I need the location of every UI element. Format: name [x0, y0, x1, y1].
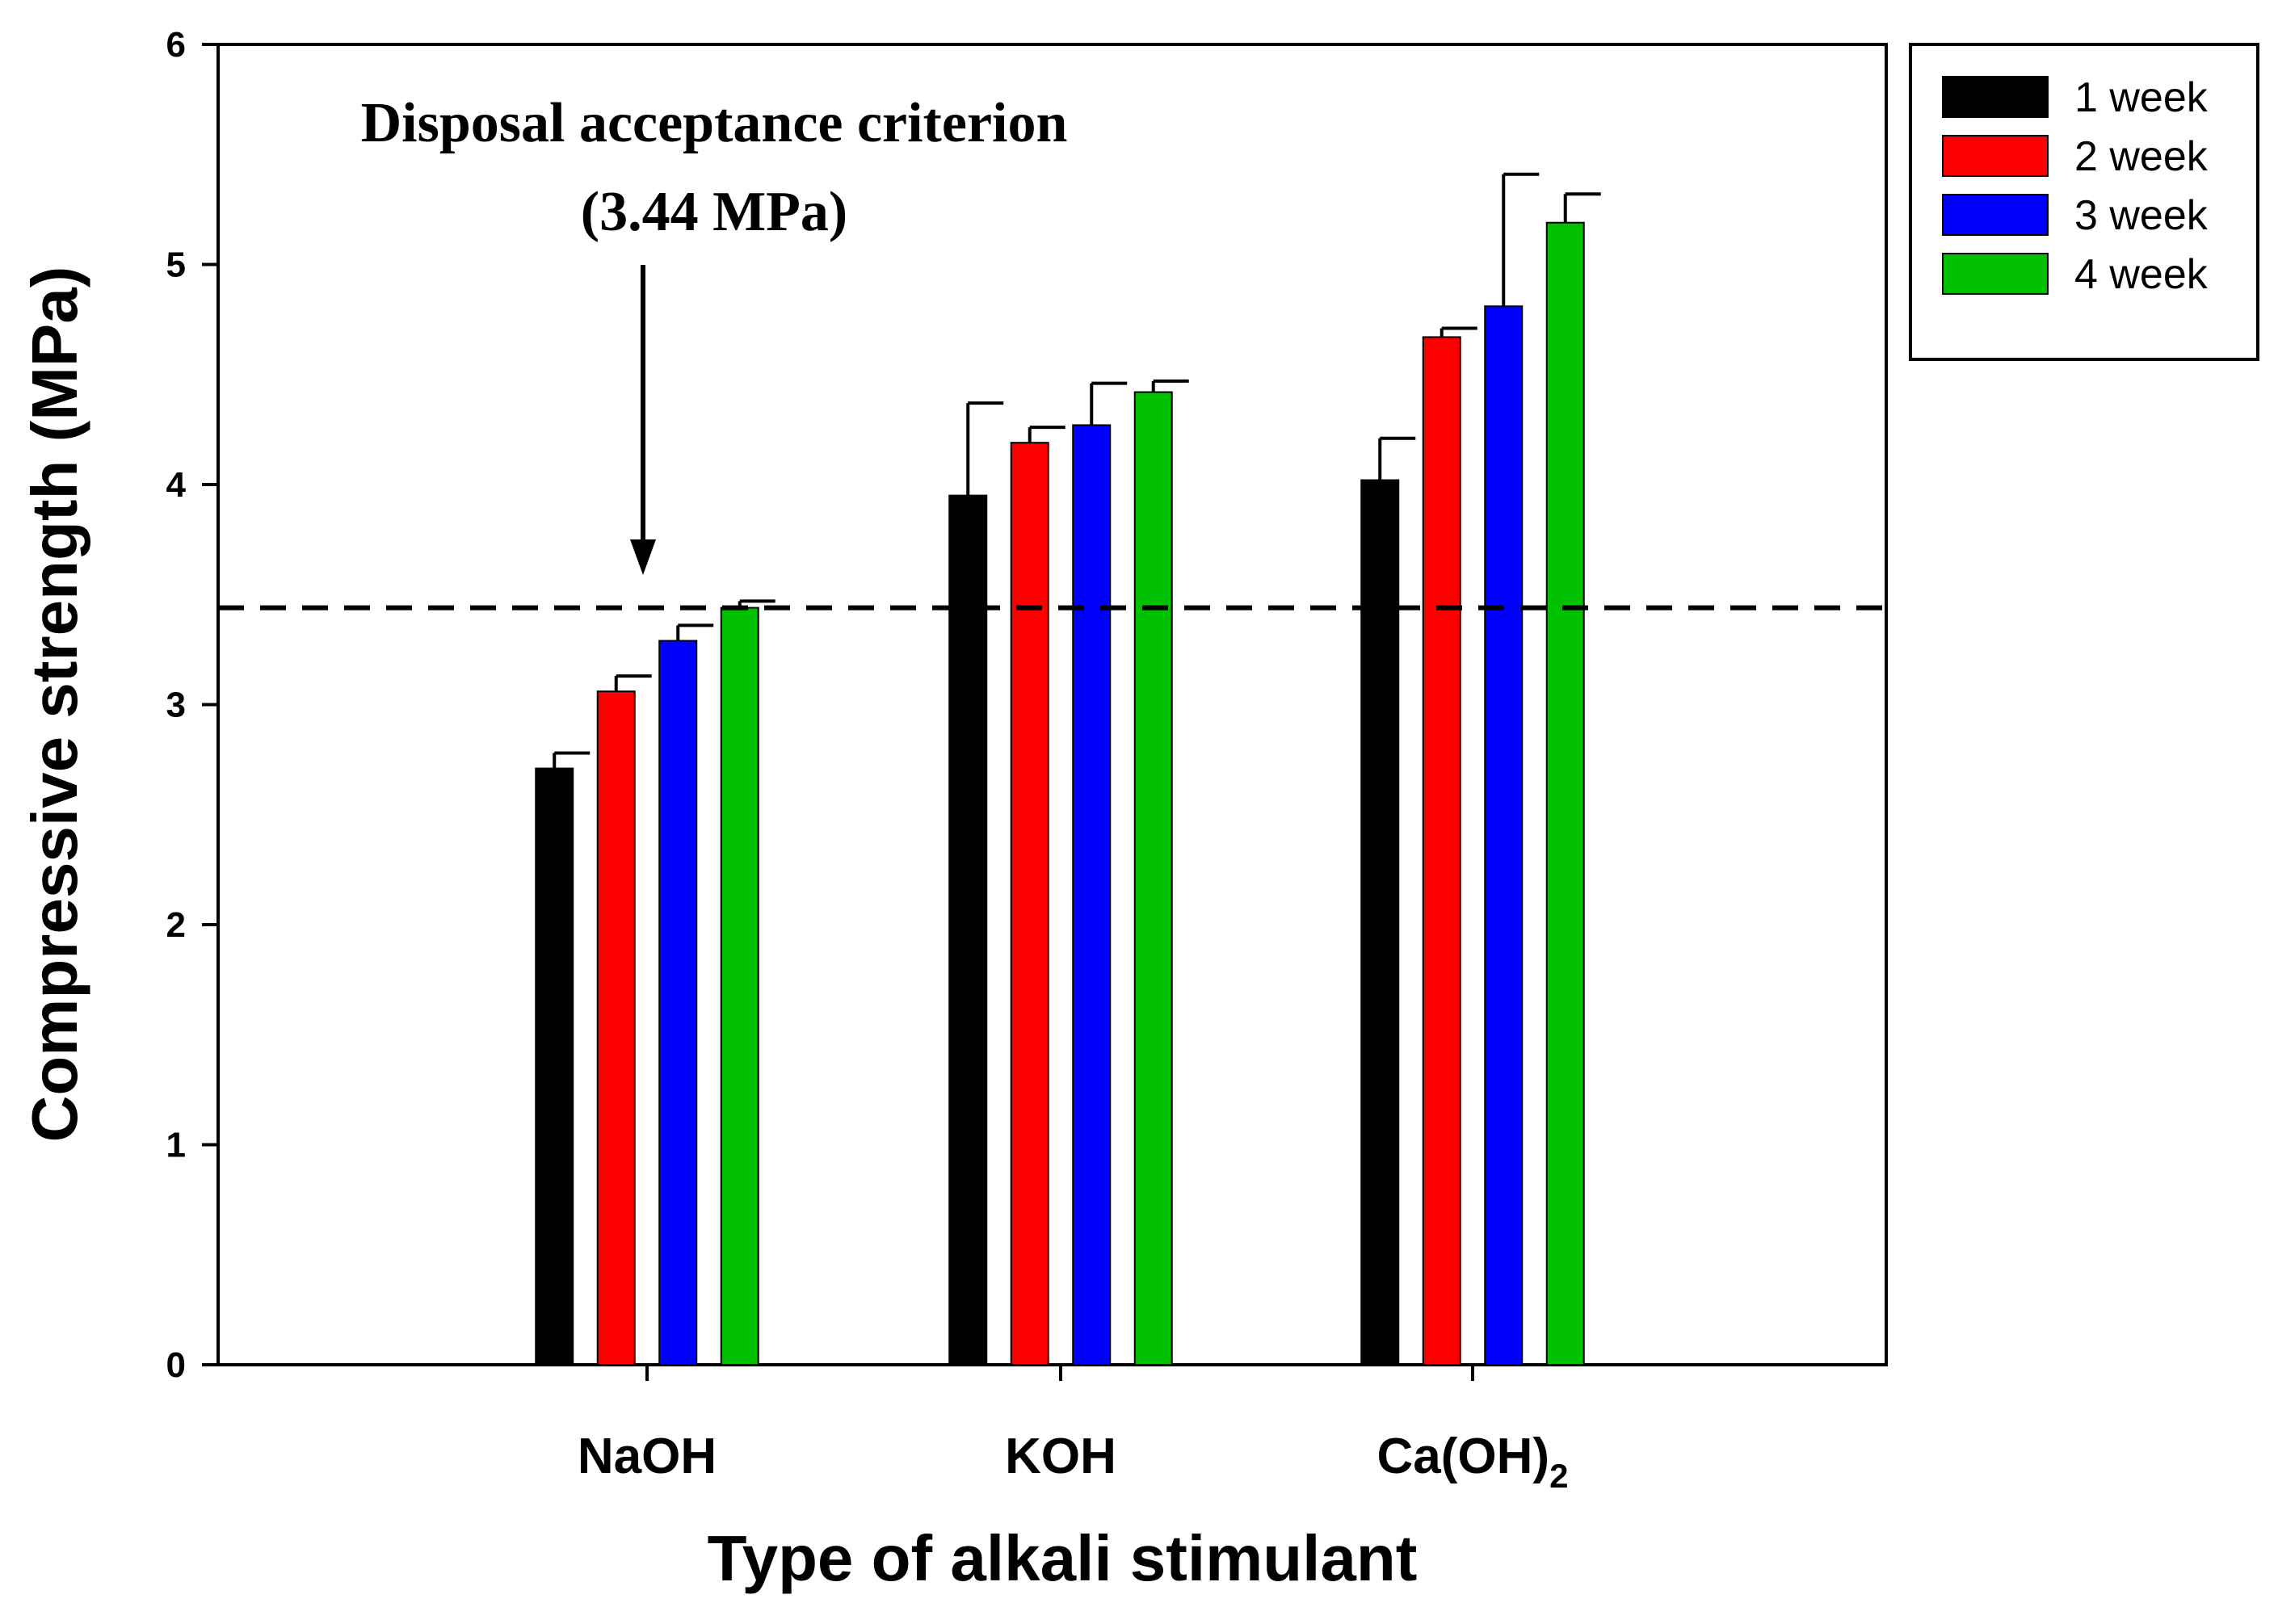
y-tick-label: 5	[166, 245, 186, 285]
bar-1-week-1	[948, 494, 988, 1366]
x-category-label: KOH	[1005, 1429, 1116, 1484]
annotation-arrow-head	[630, 539, 656, 575]
legend: 1 week 2 week 3 week 4 week	[1942, 74, 2209, 298]
x-category-label: NaOH	[578, 1429, 717, 1484]
bar-4-week-2	[1545, 221, 1585, 1366]
y-tick-label: 4	[166, 465, 187, 505]
bar-1-week-0	[535, 767, 574, 1366]
error-bars-group	[553, 172, 1601, 769]
x-category-label: Ca(OH)2	[1377, 1429, 1569, 1495]
y-tick-label: 6	[166, 25, 186, 65]
bar-4-week-1	[1133, 391, 1173, 1366]
bars-group	[535, 221, 1585, 1366]
y-axis-ticks: 0 1 2 3 4 5 6	[166, 25, 218, 1385]
bar-3-week-0	[658, 640, 698, 1366]
category-subscript: 2	[1549, 1457, 1568, 1495]
bar-2-week-1	[1010, 442, 1049, 1366]
bar-2-week-0	[596, 690, 636, 1366]
legend-label: 2 week	[2074, 133, 2209, 180]
y-tick-label: 3	[166, 686, 186, 725]
legend-swatch	[1942, 135, 2049, 177]
legend-label: 1 week	[2074, 74, 2209, 121]
y-axis-title: Compressive strength (MPa)	[19, 266, 90, 1143]
plot-area-frame	[216, 43, 1888, 1366]
legend-swatch	[1942, 194, 2049, 236]
y-tick-label: 0	[166, 1345, 186, 1385]
legend-swatch	[1942, 76, 2049, 118]
bar-3-week-2	[1484, 305, 1524, 1366]
legend-label: 4 week	[2074, 251, 2209, 298]
bar-4-week-0	[720, 606, 759, 1366]
y-tick-label: 1	[166, 1126, 186, 1165]
legend-swatch	[1942, 253, 2049, 295]
bar-3-week-1	[1072, 424, 1112, 1366]
bar-1-week-2	[1360, 479, 1400, 1366]
category-labels: NaOH KOH Ca(OH)2	[578, 1365, 1569, 1495]
annotation-line-1: Disposal acceptance criterion	[361, 92, 1068, 154]
annotation-line-2: (3.44 MPa)	[581, 181, 847, 243]
bar-2-week-2	[1422, 336, 1461, 1366]
x-axis-title: Type of alkali stimulant	[708, 1522, 1418, 1594]
legend-label: 3 week	[2074, 192, 2209, 239]
y-tick-label: 2	[166, 905, 186, 945]
